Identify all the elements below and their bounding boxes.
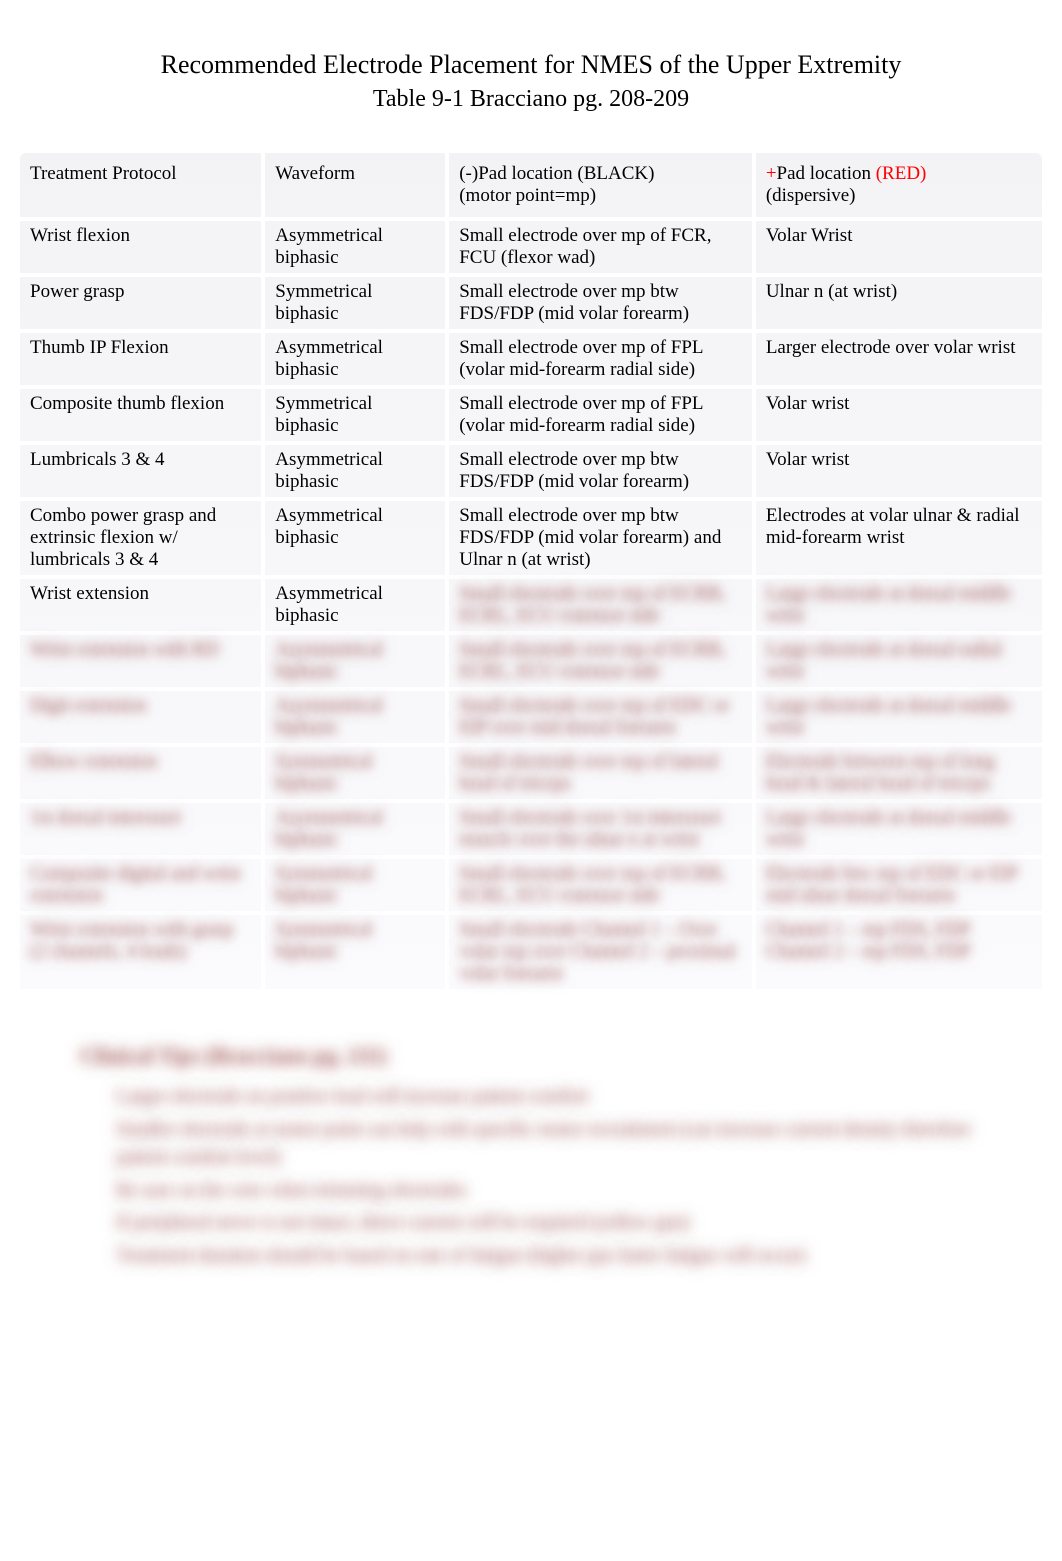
table-cell: Small electrode over mp of FPL (volar mi… (449, 389, 756, 445)
tips-list: Larger electrode on positive lead will i… (116, 1083, 1002, 1270)
page-title: Recommended Electrode Placement for NMES… (20, 50, 1042, 80)
table-cell: Power grasp (20, 277, 265, 333)
table-cell: Asymmetrical biphasic (265, 803, 449, 859)
pos-pad-label: Pad location (777, 163, 871, 184)
table-cell: Small electrode over mp of EDC or EIP ov… (449, 691, 756, 747)
table-cell: Small electrode over 1st interossei musc… (449, 803, 756, 859)
table-cell: Symmetrical biphasic (265, 277, 449, 333)
tips-item: Be sure on the wire when trimming electr… (116, 1177, 1002, 1206)
table-cell: Volar Wrist (756, 221, 1042, 277)
table-row: Power graspSymmetrical biphasicSmall ele… (20, 277, 1042, 333)
table-cell: Symmetrical biphasic (265, 389, 449, 445)
table-cell: Ulnar n (at wrist) (756, 277, 1042, 333)
neg-sub-label: (motor point=mp) (459, 185, 596, 206)
electrode-table: Treatment Protocol Waveform (-)Pad locat… (20, 153, 1042, 993)
table-cell: Elbow extension (20, 747, 265, 803)
col-header-waveform: Waveform (265, 153, 449, 221)
pos-sub-label: (dispersive) (766, 185, 856, 206)
table-cell: Large electrode at dorsal middle wrist (756, 691, 1042, 747)
table-cell: Small electrode over mp btw FDS/FDP (mid… (449, 277, 756, 333)
table-row: 1st dorsal interosseiAsymmetrical biphas… (20, 803, 1042, 859)
table-cell: Combo power grasp and extrinsic flexion … (20, 501, 265, 579)
table-cell: Larger electrode over volar wrist (756, 333, 1042, 389)
table-cell: Large electrode at dorsal middle wrist (756, 579, 1042, 635)
table-cell: Digit extension (20, 691, 265, 747)
table-row: Wrist extensionAsymmetrical biphasicSmal… (20, 579, 1042, 635)
col-header-negative-pad: (-)Pad location (BLACK) (motor point=mp) (449, 153, 756, 221)
table-cell: Wrist flexion (20, 221, 265, 277)
table-row: Lumbricals 3 & 4Asymmetrical biphasicSma… (20, 445, 1042, 501)
tips-item: Treatment duration should be based on ra… (116, 1242, 1002, 1271)
table-row: Digit extensionAsymmetrical biphasicSmal… (20, 691, 1042, 747)
page-subtitle: Table 9-1 Bracciano pg. 208-209 (20, 86, 1042, 113)
table-cell: Symmetrical biphasic (265, 915, 449, 993)
table-cell: Asymmetrical biphasic (265, 691, 449, 747)
table-cell: Small electrode over mp of lateral head … (449, 747, 756, 803)
table-cell: Channel 1 – mp FDS, FDP Channel 2 – mp F… (756, 915, 1042, 993)
table-cell: Small electrode over mp btw FDS/FDP (mid… (449, 445, 756, 501)
table-cell: Asymmetrical biphasic (265, 333, 449, 389)
tips-item: Smaller electrode at motor point can hel… (116, 1116, 1002, 1173)
table-cell: Composite digital and wrist extension (20, 859, 265, 915)
table-cell: Wrist extension with grasp (2 channels, … (20, 915, 265, 993)
table-cell: Symmetrical biphasic (265, 747, 449, 803)
table-cell: 1st dorsal interossei (20, 803, 265, 859)
tips-heading: Clinical Tips (Bracciano pg. 211) (80, 1043, 1002, 1069)
table-cell: Large electrode at dorsal middle wrist (756, 803, 1042, 859)
table-row: Wrist flexionAsymmetrical biphasicSmall … (20, 221, 1042, 277)
table-cell: Asymmetrical biphasic (265, 221, 449, 277)
table-cell: Small electrode over mp of FCR, FCU (fle… (449, 221, 756, 277)
table-cell: Volar wrist (756, 445, 1042, 501)
table-cell: Wrist extension (20, 579, 265, 635)
table-row: Composite digital and wrist extensionSym… (20, 859, 1042, 915)
pos-red-label: (RED) (871, 163, 926, 184)
neg-symbol: (-) (459, 163, 478, 184)
table-cell: Electrode between mp of long head & late… (756, 747, 1042, 803)
table-header-row: Treatment Protocol Waveform (-)Pad locat… (20, 153, 1042, 221)
table-cell: Lumbricals 3 & 4 (20, 445, 265, 501)
table-cell: Composite thumb flexion (20, 389, 265, 445)
table-row: Wrist extension with RDAsymmetrical biph… (20, 635, 1042, 691)
tips-item: Larger electrode on positive lead will i… (116, 1083, 1002, 1112)
table-row: Wrist extension with grasp (2 channels, … (20, 915, 1042, 993)
table-cell: Wrist extension with RD (20, 635, 265, 691)
table-cell: Electrodes at volar ulnar & radial mid-f… (756, 501, 1042, 579)
table-cell: Volar wrist (756, 389, 1042, 445)
table-cell: Electrode btw mp of EDC or EIP mid ulnar… (756, 859, 1042, 915)
table-cell: Small electrode over mp of ECRB, ECRL, E… (449, 635, 756, 691)
table-cell: Small electrode over mp btw FDS/FDP (mid… (449, 501, 756, 579)
table-cell: Asymmetrical biphasic (265, 445, 449, 501)
table-cell: Small electrode over mp of ECRB, ECRL, E… (449, 859, 756, 915)
pos-symbol: + (766, 163, 777, 184)
table-row: Combo power grasp and extrinsic flexion … (20, 501, 1042, 579)
col-header-positive-pad: +Pad location (RED) (dispersive) (756, 153, 1042, 221)
col-header-protocol: Treatment Protocol (20, 153, 265, 221)
table-cell: Symmetrical biphasic (265, 859, 449, 915)
table-cell: Thumb IP Flexion (20, 333, 265, 389)
tips-item: If peripheral nerve is not intact, direc… (116, 1209, 1002, 1238)
table-cell: Small electrode over mp of ECRB, ECRL, E… (449, 579, 756, 635)
document-page: Recommended Electrode Placement for NMES… (0, 0, 1062, 1334)
clinical-tips-section: Clinical Tips (Bracciano pg. 211) Larger… (80, 1043, 1002, 1270)
neg-black-label: (BLACK) (573, 163, 655, 184)
table-cell: Small electrode over mp of FPL (volar mi… (449, 333, 756, 389)
table-cell: Small electrode Channel 1 – Over volar m… (449, 915, 756, 993)
table-row: Elbow extensionSymmetrical biphasicSmall… (20, 747, 1042, 803)
table-cell: Asymmetrical biphasic (265, 501, 449, 579)
table-cell: Asymmetrical biphasic (265, 579, 449, 635)
table-cell: Asymmetrical biphasic (265, 635, 449, 691)
neg-pad-label: Pad location (478, 163, 572, 184)
table-row: Thumb IP FlexionAsymmetrical biphasicSma… (20, 333, 1042, 389)
table-row: Composite thumb flexionSymmetrical bipha… (20, 389, 1042, 445)
table-cell: Large electrode at dorsal radial wrist (756, 635, 1042, 691)
